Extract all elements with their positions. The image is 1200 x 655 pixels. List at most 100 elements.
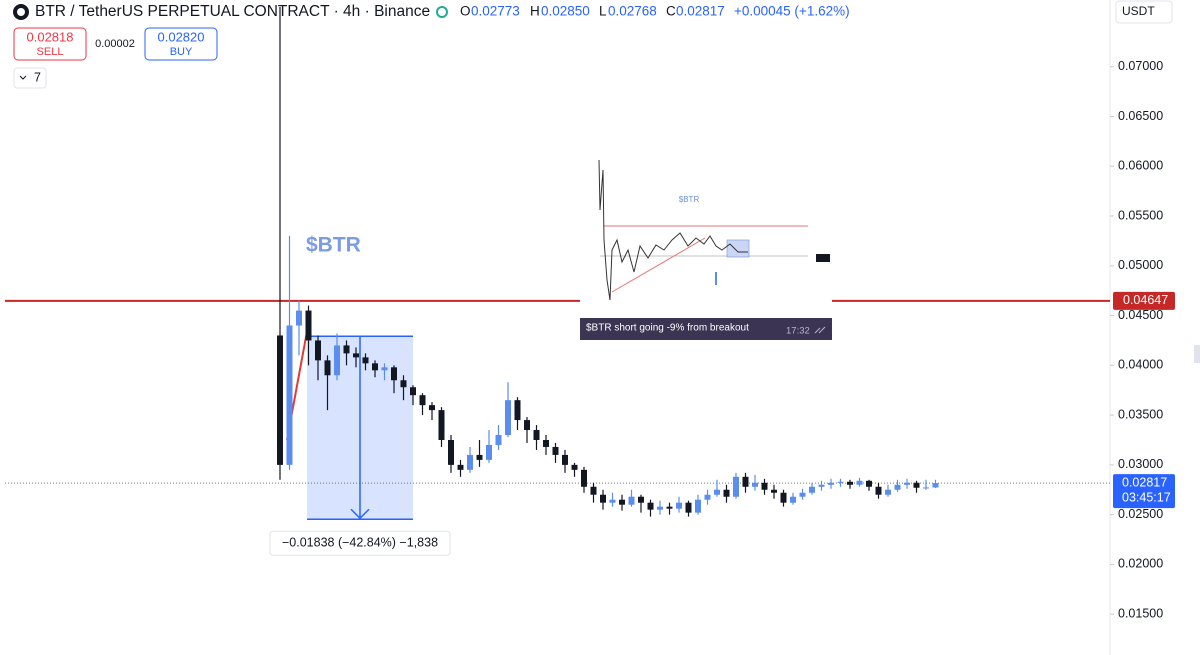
- y-tick-label: 0.03000: [1118, 457, 1163, 471]
- candle-body: [609, 499, 616, 503]
- candle-body: [685, 502, 692, 513]
- candle-body: [590, 486, 597, 495]
- candle-body: [913, 482, 920, 488]
- y-tick-label: 0.05000: [1118, 258, 1163, 272]
- candle-body: [533, 430, 540, 440]
- candle-body: [875, 486, 882, 495]
- currency[interactable]: USDT: [1122, 4, 1155, 18]
- last-price-tag: [1113, 474, 1175, 509]
- inset-caption-bar: [580, 318, 832, 340]
- candle-body: [666, 506, 673, 509]
- resistance-tag: [1113, 291, 1175, 310]
- candle-body: [429, 405, 435, 411]
- candle-body: [400, 380, 407, 388]
- candle-body: [495, 435, 502, 445]
- candle-body: [932, 483, 939, 488]
- candle-body: [799, 492, 806, 497]
- sell-button[interactable]: [13, 27, 87, 61]
- y-tick-label: 0.06000: [1118, 159, 1163, 173]
- symbol-title: BTR / TetherUS PERPETUAL CONTRACT · 4h ·…: [35, 3, 430, 20]
- candle-body: [676, 502, 682, 509]
- indicators-toggle[interactable]: [13, 67, 47, 89]
- inset-ticks: [814, 326, 826, 334]
- candle-body: [571, 464, 578, 470]
- inset-trend: [611, 237, 706, 293]
- ohlc-high: 0.02850: [541, 4, 590, 19]
- indicators-count[interactable]: 7: [34, 70, 41, 84]
- candle-body: [923, 487, 929, 489]
- inset-price: [598, 159, 748, 301]
- candle-body: [714, 489, 720, 495]
- candle-body: [894, 484, 901, 490]
- buy-label[interactable]: BUY: [170, 46, 193, 58]
- inset-time: 17:32: [786, 326, 810, 337]
- inset-caption: $BTR short going -9% from breakout: [586, 323, 749, 334]
- candle-body: [324, 360, 331, 376]
- candle-body: [638, 496, 644, 503]
- candle-body: [657, 506, 663, 510]
- measure-label: −0.01838 (−42.84%) −1,838: [282, 536, 438, 550]
- candle-body: [733, 476, 739, 497]
- candle-body: [467, 454, 473, 470]
- candle-body: [391, 367, 397, 381]
- resistance-label: 0.04647: [1123, 293, 1168, 307]
- candle-body: [628, 496, 635, 505]
- measure-label-box: [269, 530, 451, 556]
- candle-body: [723, 489, 730, 497]
- y-tick-label: 0.04500: [1118, 308, 1163, 322]
- y-tick-label: 0.04000: [1118, 358, 1163, 372]
- symbol-logo-inner: [17, 8, 25, 16]
- ohlc-open: 0.02773: [471, 4, 520, 19]
- candle-body: [790, 496, 796, 503]
- annotation: $BTR: [306, 234, 361, 257]
- candle-body: [381, 367, 388, 371]
- inset-background: [580, 156, 832, 340]
- last-price-label: 0.02817: [1122, 475, 1167, 489]
- scroll-handle: [1194, 345, 1200, 363]
- currency-select[interactable]: [1115, 0, 1173, 24]
- buy-price[interactable]: 0.02820: [158, 29, 205, 44]
- candle-body: [353, 353, 359, 358]
- ohlc-close: 0.02817: [676, 4, 725, 19]
- candle-body: [780, 492, 787, 503]
- candle-body: [809, 486, 815, 493]
- candle-body: [305, 310, 312, 341]
- candle-body: [315, 340, 321, 361]
- candle-body: [828, 482, 834, 485]
- sell-label[interactable]: SELL: [37, 46, 64, 58]
- candle-body: [771, 489, 777, 493]
- buy-button[interactable]: [144, 27, 218, 61]
- chevron: [19, 75, 27, 80]
- countdown: 03:45:17: [1122, 490, 1171, 504]
- candle-body: [600, 494, 606, 503]
- inset-measure: [726, 239, 750, 258]
- candle-body: [505, 400, 511, 436]
- candle-body: [334, 345, 340, 376]
- candle-body: [647, 502, 654, 510]
- candle-body: [761, 482, 768, 490]
- ohlc-l-label: L: [599, 4, 607, 19]
- candle-body: [885, 489, 891, 495]
- sell-price[interactable]: 0.02818: [27, 29, 74, 44]
- candle-body: [476, 454, 483, 460]
- candle-body: [448, 439, 454, 465]
- candle-body: [372, 363, 378, 371]
- ohlc-o-label: O: [460, 4, 471, 19]
- candle-body: [296, 310, 302, 326]
- candle-body: [552, 446, 559, 455]
- inset-price-tag: [816, 254, 830, 262]
- ohlc-low: 0.02768: [608, 4, 657, 19]
- spread: 0.00002: [95, 38, 135, 50]
- candle-body: [524, 420, 530, 431]
- candle-body: [847, 481, 853, 485]
- candle-body: [695, 499, 701, 513]
- candle-body: [837, 481, 844, 483]
- y-tick-label: 0.07000: [1118, 59, 1163, 73]
- y-tick-label: 0.02500: [1118, 507, 1163, 521]
- y-tick-label: 0.01500: [1118, 606, 1163, 620]
- candle-body: [277, 335, 283, 465]
- inset-image: $BTR $BTR short going -9% from breakout …: [580, 156, 832, 340]
- candle-body: [362, 357, 369, 364]
- ohlc-c-label: C: [666, 4, 676, 19]
